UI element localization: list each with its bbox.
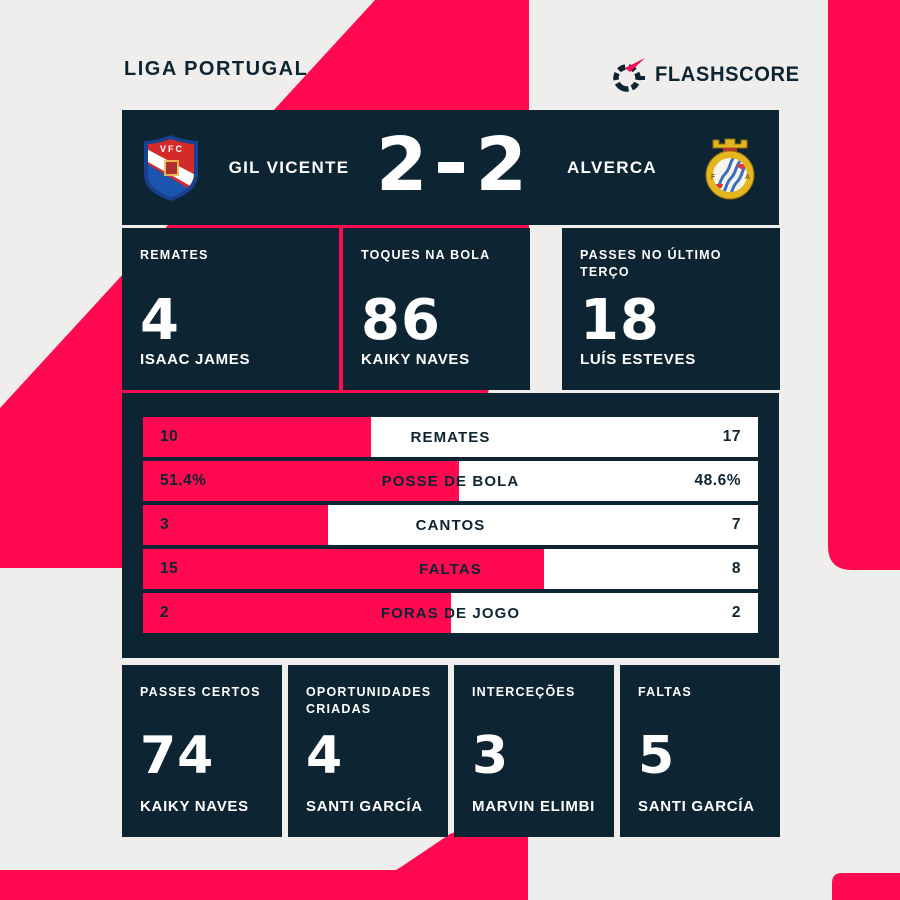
flashscore-logo: FLASHSCORE — [612, 55, 806, 95]
home-share-fill — [143, 549, 544, 589]
away-team-crest: F A — [699, 133, 761, 203]
bar-stat-label: POSSE DE BOLA — [381, 472, 520, 490]
away-value: 48.6% — [694, 472, 741, 489]
stat-player-name: KAIKY NAVES — [361, 351, 470, 368]
home-share-fill — [143, 505, 328, 545]
svg-text:A: A — [745, 174, 750, 181]
stat-player-name: ISAAC JAMES — [140, 351, 251, 368]
stat-box: INTERCEÇÕES 3 MARVIN ELIMBI — [454, 665, 614, 837]
away-value: 17 — [722, 428, 741, 445]
pink-bottom-right-corner — [832, 873, 900, 900]
stat-value: 5 — [638, 726, 676, 786]
stat-box: FALTAS 5 SANTI GARCÍA — [620, 665, 780, 837]
home-share-fill — [143, 461, 460, 501]
flashscore-wordmark: FLASHSCORE — [655, 63, 800, 86]
stat-player-name: SANTI GARCÍA — [638, 798, 755, 815]
home-value: 15 — [160, 560, 179, 577]
stat-box: REMATES 4 ISAAC JAMES — [122, 228, 339, 390]
stat-value: 18 — [580, 288, 660, 353]
stat-value: 86 — [361, 288, 441, 353]
home-team-name: GIL VICENTE — [228, 157, 350, 177]
bar-stat-label: FALTAS — [419, 560, 482, 578]
home-share-fill — [143, 417, 371, 457]
home-share-fill — [143, 593, 451, 633]
scoreboard: VFC GIL VICENTE 2 2 ALVERCA — [122, 110, 779, 225]
away-team-name: ALVERCA — [566, 157, 657, 177]
stat-player-name: SANTI GARCÍA — [306, 798, 423, 815]
comparison-bars-panel: 10 REMATES 17 51.4% POSSE DE BOLA 48.6% … — [122, 393, 779, 658]
home-score: 2 — [376, 121, 427, 208]
comparison-bar-row: 2 FORAS DE JOGO 2 — [143, 593, 758, 633]
away-value: 8 — [731, 560, 741, 577]
comparison-bar-row: 51.4% POSSE DE BOLA 48.6% — [143, 461, 758, 501]
home-value: 2 — [160, 604, 170, 621]
stat-label: TOQUES NA BOLA — [361, 248, 491, 262]
stat-value: 4 — [140, 288, 180, 353]
stat-value: 74 — [140, 726, 215, 786]
away-value: 2 — [731, 604, 741, 621]
stat-player-name: MARVIN ELIMBI — [472, 798, 595, 815]
stat-box: PASSES CERTOS 74 KAIKY NAVES — [122, 665, 282, 837]
stat-player-name: KAIKY NAVES — [140, 798, 249, 815]
stat-value: 4 — [306, 726, 344, 786]
league-title: LIGA PORTUGAL — [124, 58, 309, 80]
comparison-bar-row: 15 FALTAS 8 — [143, 549, 758, 589]
away-score: 2 — [475, 121, 527, 208]
pink-bottom-band — [0, 831, 528, 900]
stat-label: REMATES — [140, 248, 209, 262]
stat-label: PASSES CERTOS — [140, 685, 261, 699]
home-team-crest: VFC — [140, 133, 202, 203]
bar-stat-label: CANTOS — [415, 516, 486, 534]
stat-label: FALTAS — [638, 685, 692, 699]
home-value: 3 — [160, 516, 170, 533]
stat-value: 3 — [472, 726, 510, 786]
stat-label: PASSES NO ÚLTIMO TERÇO — [580, 248, 722, 279]
flashscore-spinner-icon — [613, 58, 645, 92]
home-value: 51.4% — [160, 472, 207, 489]
pink-right-stripe — [828, 0, 900, 570]
score-dash — [437, 162, 464, 173]
bar-stat-label: REMATES — [410, 428, 491, 446]
stat-player-name: LUÍS ESTEVES — [580, 351, 696, 368]
score: 2 2 — [376, 121, 527, 208]
stat-label: OPORTUNIDADES CRIADAS — [306, 685, 432, 716]
away-value: 7 — [731, 516, 741, 533]
stat-box: TOQUES NA BOLA 86 KAIKY NAVES — [343, 228, 530, 390]
comparison-bar-row: 3 CANTOS 7 — [143, 505, 758, 545]
bar-stat-label: FORAS DE JOGO — [380, 604, 521, 622]
svg-text:VFC: VFC — [160, 144, 184, 154]
comparison-bar-row: 10 REMATES 17 — [143, 417, 758, 457]
stat-box: PASSES NO ÚLTIMO TERÇO 18 LUÍS ESTEVES — [562, 228, 780, 390]
stat-box: OPORTUNIDADES CRIADAS 4 SANTI GARCÍA — [288, 665, 448, 837]
stat-label: INTERCEÇÕES — [472, 685, 576, 699]
svg-text:F: F — [711, 174, 716, 181]
home-value: 10 — [160, 428, 179, 445]
